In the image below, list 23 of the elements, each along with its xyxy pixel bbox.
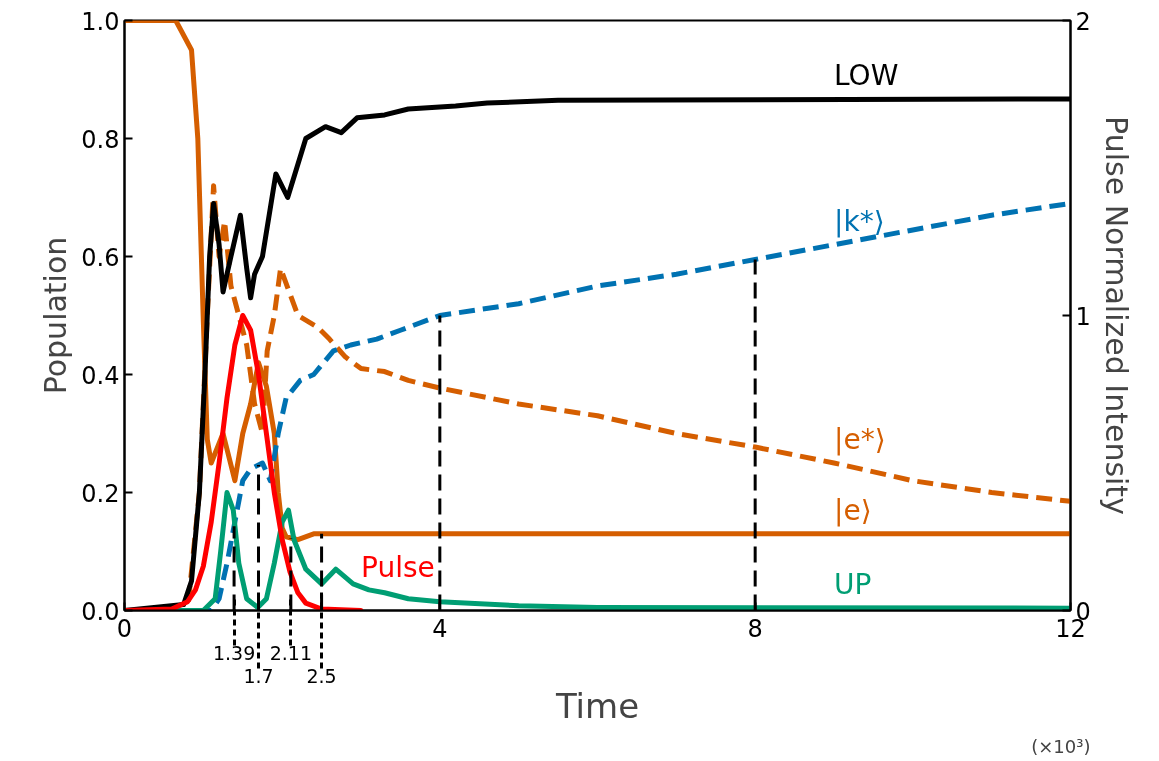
text: (×10³) [1031,735,1091,757]
ref-line-label: 2.11 [269,641,312,664]
series-label: |k*⟩ [834,204,885,238]
x-axis-title: Time [554,685,640,726]
series-label: |e⟩ [834,493,872,527]
y-tick-label: 0.6 [81,243,120,272]
ref-line-label: 1.39 [212,641,256,664]
y-tick-label: 0.8 [81,125,120,154]
series-label: LOW [834,59,899,93]
y2-axis-title: Pulse Normalized Intensity [1098,116,1134,515]
y2-tick-label: 2 [1075,7,1091,36]
x-tick-label: 4 [432,614,448,643]
y-axis-title: Population [38,236,74,395]
y-tick-label: 0.2 [81,479,120,508]
series-label: |e*⟩ [834,422,886,456]
series-label: UP [834,567,872,601]
y2-tick-label: 1 [1075,302,1091,331]
ref-line-label: 1.7 [243,664,274,687]
ref-line-label: 2.5 [306,664,337,687]
series-label: Pulse [361,550,435,584]
x-tick-label: 8 [747,614,763,643]
y-tick-label: 0.4 [81,361,120,390]
y-tick-label: 1.0 [81,7,120,36]
